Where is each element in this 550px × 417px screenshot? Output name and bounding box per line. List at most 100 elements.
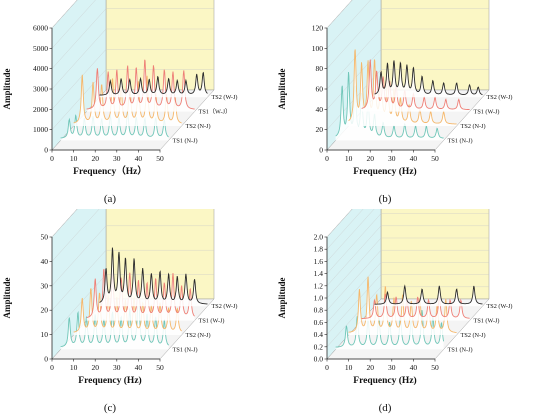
series-line xyxy=(361,59,470,111)
y-tick-label: 0.4 xyxy=(314,330,324,339)
series-label: TS1 (N-J) xyxy=(448,137,473,144)
y-tick-label: 0.2 xyxy=(314,342,324,351)
y-tick-label: 120 xyxy=(312,24,324,33)
panel-label: (a) xyxy=(104,193,117,205)
y-tick-label: 50 xyxy=(41,233,49,242)
y-tick-label: 1000 xyxy=(33,125,48,134)
y-axis-label: Amplitude xyxy=(2,277,12,318)
grid-line xyxy=(326,209,364,250)
series-line xyxy=(335,309,445,348)
grid-line xyxy=(51,0,96,49)
grid-line xyxy=(326,28,489,90)
chart-svg-c: TS1 (N-J) TS2 (N-J) TS1 (W-J) TS2 (W-J) 0 10 2… xyxy=(2,209,238,414)
y-tick-label: 40 xyxy=(41,257,49,266)
series-fill xyxy=(374,285,483,307)
x-tick-label: 20 xyxy=(366,363,374,372)
series-line xyxy=(99,247,208,305)
y-tick-label: 0 xyxy=(44,355,48,364)
x-axis-label: Frequency (Hz) xyxy=(78,375,141,386)
grid-line xyxy=(326,209,375,262)
grid-line xyxy=(326,286,489,347)
x-tick-label: 50 xyxy=(156,363,164,372)
chart-panel-a: TS1 (N-J) TS2 (N-J) TS1（W-J） TS2 (W-J) 0 1000… xyxy=(0,0,275,208)
x-tick-label: 40 xyxy=(410,363,418,372)
x-tick-label: 40 xyxy=(135,363,143,372)
x-tick-label: 20 xyxy=(366,154,374,163)
x-tick-label: 10 xyxy=(345,363,353,372)
y-tick-label: 40 xyxy=(316,105,324,114)
x-tick-label: 50 xyxy=(431,154,439,163)
grid-line xyxy=(326,69,489,130)
series-fill xyxy=(73,288,182,335)
panel-label: (d) xyxy=(379,402,392,414)
chart-panel-b: TS1 (N-J) TS2 (N-J) TS1 (W-J) TS2 (W-J) 0 20 4… xyxy=(275,0,550,208)
series-label: TS2 (N-J) xyxy=(186,123,211,130)
grid-line xyxy=(51,225,214,286)
series-label: TS2 (N-J) xyxy=(461,123,486,130)
panel-label: (c) xyxy=(104,402,117,414)
y-tick-label: 60 xyxy=(316,85,324,94)
series-line xyxy=(348,49,457,125)
x-axis-label: Frequency (Hz) xyxy=(353,375,416,386)
x-tick-label: 10 xyxy=(345,154,353,163)
series-fill xyxy=(99,247,208,307)
grid-line xyxy=(326,250,489,311)
x-tick-label: 30 xyxy=(113,363,121,372)
series-label: TS2 (W-J) xyxy=(212,303,238,310)
grid-line xyxy=(326,0,371,49)
series-line xyxy=(374,60,483,96)
series-label: TS2 (W-J) xyxy=(487,303,513,310)
panel-label: (b) xyxy=(379,193,392,205)
y-tick-label: 5000 xyxy=(33,44,48,53)
y-tick-label: 100 xyxy=(312,44,324,53)
y-tick-label: 6000 xyxy=(33,24,48,33)
series-line xyxy=(361,293,470,319)
x-tick-label: 50 xyxy=(431,363,439,372)
x-tick-label: 0 xyxy=(50,363,54,372)
series-label: TS1 (N-J) xyxy=(173,137,198,144)
y-tick-label: 0 xyxy=(44,146,48,155)
grid-line xyxy=(51,28,214,90)
y-axis-label: Amplitude xyxy=(277,277,287,318)
series-fill xyxy=(86,269,195,321)
y-tick-label: 20 xyxy=(316,125,324,134)
series-label: TS2 (W-J) xyxy=(212,94,238,101)
x-axis-label: Frequency (Hz) xyxy=(353,166,416,177)
x-axis-label: Frequency（Hz） xyxy=(73,165,147,177)
grid-line xyxy=(51,8,214,69)
x-tick-label: 0 xyxy=(325,363,329,372)
series-line xyxy=(374,284,483,305)
grid-line xyxy=(326,274,489,335)
grid-line xyxy=(326,49,489,110)
y-tick-label: 1.8 xyxy=(314,245,324,254)
x-tick-label: 40 xyxy=(135,154,143,163)
series-fill xyxy=(374,60,483,98)
x-tick-label: 10 xyxy=(70,363,78,372)
series-label: TS1 (W-J) xyxy=(474,318,500,325)
series-line xyxy=(86,268,195,319)
series-label: TS1（W-J） xyxy=(199,109,232,116)
grid-line xyxy=(326,209,353,238)
series-line xyxy=(73,74,182,124)
x-tick-label: 10 xyxy=(70,154,78,163)
y-tick-label: 4000 xyxy=(33,64,48,73)
grid-line xyxy=(326,225,489,286)
y-tick-label: 80 xyxy=(316,64,324,73)
y-tick-label: 20 xyxy=(41,306,49,315)
y-tick-label: 3000 xyxy=(33,85,48,94)
y-tick-label: 1.4 xyxy=(314,269,324,278)
grid-line xyxy=(326,213,489,274)
series-fill xyxy=(361,293,470,321)
y-tick-label: 2000 xyxy=(33,105,48,114)
y-tick-label: 30 xyxy=(41,281,49,290)
chart-panel-c: TS1 (N-J) TS2 (N-J) TS1 (W-J) TS2 (W-J) 0 10 2… xyxy=(0,209,275,417)
x-tick-label: 30 xyxy=(388,363,396,372)
y-axis-label: Amplitude xyxy=(2,68,12,109)
series-fill xyxy=(60,111,169,141)
series-fill xyxy=(73,74,182,126)
x-tick-label: 30 xyxy=(113,154,121,163)
series-label: TS1 (W-J) xyxy=(474,109,500,116)
x-tick-label: 30 xyxy=(388,154,396,163)
y-axis-label: Amplitude xyxy=(277,68,287,109)
grid-line xyxy=(51,209,78,238)
